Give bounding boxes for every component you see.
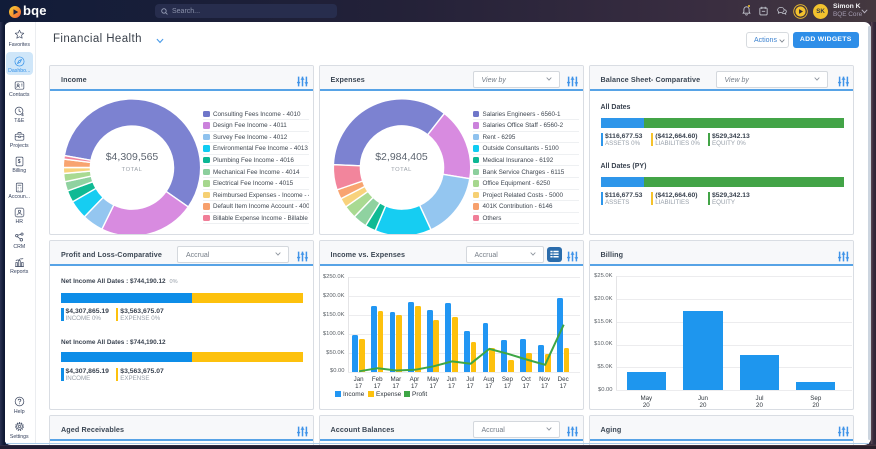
svg-text:$: $ (21, 111, 24, 116)
svg-text:$: $ (17, 159, 20, 165)
